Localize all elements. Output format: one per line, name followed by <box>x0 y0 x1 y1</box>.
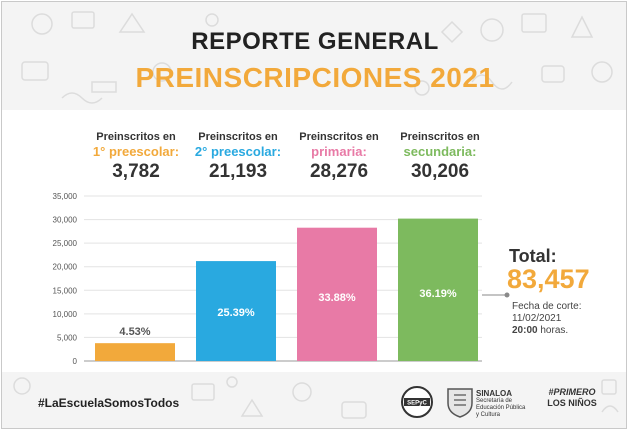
cut-off-time: 20:00 <box>512 325 538 336</box>
total-label: Total: <box>509 246 557 266</box>
doodle-background-top <box>2 2 626 110</box>
stat-primaria: Preinscritos en primaria: 28,276 <box>289 131 389 183</box>
stat-label: Preinscritos en <box>96 131 176 143</box>
gov-line: y Cultura <box>476 412 501 418</box>
stat-value: 3,782 <box>112 161 160 182</box>
bar <box>95 343 175 361</box>
bar <box>196 261 276 361</box>
bar <box>398 218 478 361</box>
stat-label: Preinscritos en <box>299 131 379 143</box>
school-doodles-bottom <box>13 376 619 419</box>
stat-value: 21,193 <box>208 161 268 182</box>
gov-line: Educación Pública <box>476 405 526 411</box>
stat-value: 30,206 <box>410 161 470 182</box>
bar-data-label: 25.39% <box>217 307 255 319</box>
stat-preescolar-2: Preinscritos en 2° preescolar: 21,193 <box>188 131 288 183</box>
cut-off-suffix: horas. <box>540 325 569 336</box>
gov-line: Secretaría de <box>476 398 513 404</box>
stat-level: primaria: <box>311 144 367 159</box>
y-tick-label: 25,000 <box>53 239 78 248</box>
report-title: REPORTE GENERAL <box>191 28 439 55</box>
y-tick-label: 35,000 <box>53 192 78 201</box>
cut-off-date: 11/02/2021 <box>512 313 562 324</box>
y-tick-label: 0 <box>73 357 78 366</box>
doodle-background-bottom <box>2 372 626 428</box>
bar-data-label: 36.19% <box>419 288 457 300</box>
bar <box>297 227 377 361</box>
stat-level: 2° preescolar: <box>194 144 282 159</box>
bar-data-label: 33.88% <box>318 292 356 304</box>
government-logo-text: SINALOA Secretaría de Educación Pública … <box>476 389 525 419</box>
cut-off-info: Fecha de corte: 11/02/2021 20:00 horas. <box>512 301 581 337</box>
stat-level: 1° preescolar: <box>92 144 180 159</box>
cut-off-label: Fecha de corte: <box>512 301 582 312</box>
sinaloa-shield-icon <box>447 388 473 418</box>
y-tick-label: 10,000 <box>53 310 78 319</box>
school-doodles-top <box>21 11 613 104</box>
stat-label: Preinscritos en <box>400 131 480 143</box>
stat-secundaria: Preinscritos en secundaria: 30,206 <box>390 131 490 183</box>
stat-label: Preinscritos en <box>198 131 278 143</box>
total-connector-dot <box>504 292 510 298</box>
primero-los-ninos-logo: #PRIMERO LOS NIÑOS <box>542 387 602 409</box>
brand-line-2: LOS NIÑOS <box>547 398 597 408</box>
sepyc-round-logo: SEPyC <box>401 386 433 418</box>
y-tick-label: 20,000 <box>53 263 78 272</box>
total-value: 83,457 <box>507 264 590 294</box>
hashtag: #LaEscuelaSomosTodos <box>38 396 180 410</box>
y-tick-label: 30,000 <box>53 216 78 225</box>
round-logo-text: SEPyC <box>407 401 427 407</box>
report-subtitle: PREINSCRIPCIONES 2021 <box>135 62 495 93</box>
y-tick-label: 5,000 <box>57 333 78 342</box>
brand-line-1: #PRIMERO <box>548 387 596 397</box>
stat-level: secundaria: <box>403 144 477 159</box>
bar-data-label: 4.53% <box>119 326 150 338</box>
gov-title: SINALOA <box>476 389 512 398</box>
stat-value: 28,276 <box>309 161 369 182</box>
y-tick-label: 15,000 <box>53 286 78 295</box>
stat-preescolar-1: Preinscritos en 1° preescolar: 3,782 <box>86 131 186 183</box>
